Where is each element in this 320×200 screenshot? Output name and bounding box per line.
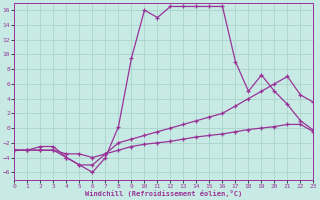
X-axis label: Windchill (Refroidissement éolien,°C): Windchill (Refroidissement éolien,°C) [85, 190, 243, 197]
